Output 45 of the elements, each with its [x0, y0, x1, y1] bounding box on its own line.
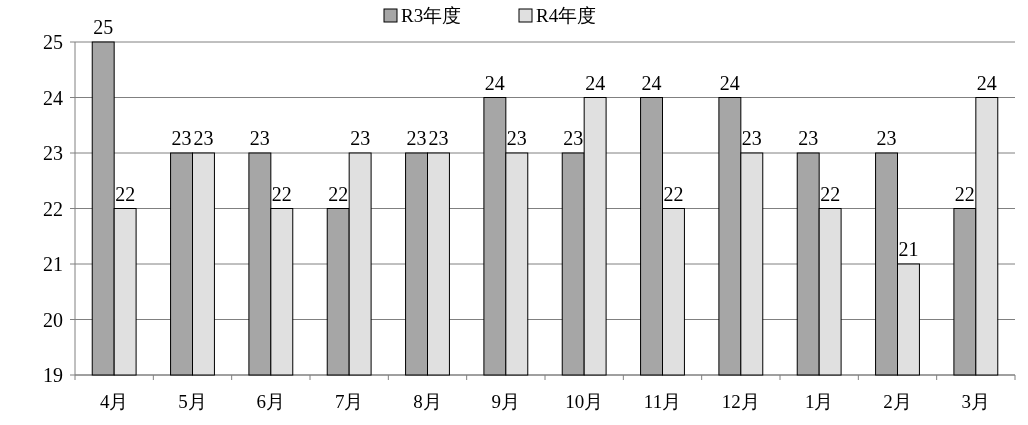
- data-label: 23: [406, 127, 427, 149]
- legend-label: R3年度: [401, 5, 462, 26]
- y-tick-label: 23: [43, 142, 63, 164]
- data-label: 25: [93, 16, 114, 38]
- data-label: 22: [328, 182, 349, 205]
- data-label: 22: [820, 182, 841, 205]
- y-tick-label: 19: [43, 364, 63, 386]
- x-tick-label: 3月: [961, 391, 991, 412]
- data-label: 23: [428, 127, 449, 149]
- data-label: 23: [506, 127, 527, 149]
- data-label: 21: [898, 238, 919, 260]
- data-label: 23: [350, 127, 371, 149]
- data-label: 24: [976, 71, 997, 94]
- data-label: 24: [484, 71, 505, 94]
- x-tick-label: 2月: [883, 391, 912, 412]
- data-label: 22: [954, 182, 975, 205]
- data-label: 22: [115, 182, 136, 205]
- x-tick-label: 7月: [334, 391, 364, 412]
- data-label: 23: [193, 127, 214, 149]
- legend-label: R4年度: [536, 5, 597, 26]
- data-label: 23: [563, 127, 584, 149]
- y-tick-label: 22: [43, 197, 63, 220]
- y-tick-label: 21: [43, 253, 63, 275]
- x-tick-label: 10月: [565, 391, 604, 412]
- y-tick-label: 20: [43, 308, 63, 331]
- y-tick-label: 24: [43, 86, 63, 109]
- x-tick-label: 9月: [491, 391, 521, 412]
- x-tick-label: 1月: [804, 391, 834, 412]
- data-label: 22: [271, 182, 292, 205]
- x-tick-label: 12月: [721, 391, 760, 412]
- data-label: 23: [876, 127, 897, 149]
- x-tick-label: 8月: [413, 391, 442, 412]
- data-label: 24: [719, 71, 740, 94]
- data-label: 24: [641, 71, 662, 94]
- data-label: 23: [798, 127, 819, 149]
- data-label: 22: [663, 182, 684, 205]
- x-tick-label: 11月: [643, 391, 682, 412]
- y-tick-label: 25: [43, 31, 63, 53]
- x-tick-label: 5月: [178, 391, 207, 412]
- data-label: 23: [171, 127, 192, 149]
- x-tick-label: 4月: [99, 391, 129, 412]
- data-label: 23: [249, 127, 270, 149]
- x-tick-label: 6月: [256, 391, 286, 412]
- data-label: 23: [741, 127, 762, 149]
- data-label: 24: [585, 71, 606, 94]
